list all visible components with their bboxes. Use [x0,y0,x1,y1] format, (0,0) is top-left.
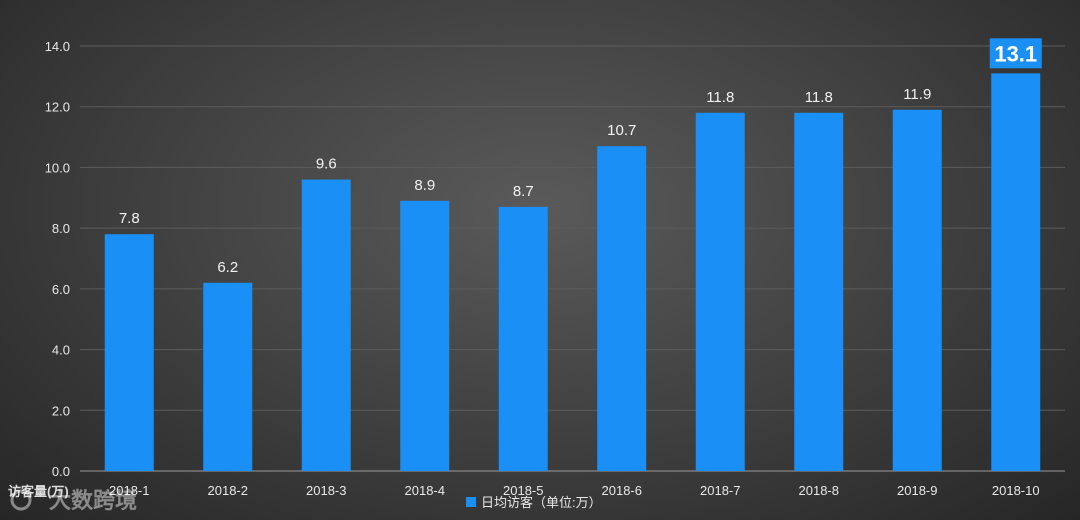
x-tick-label: 2018-5 [503,483,543,498]
highlight-label-box [989,38,1042,69]
x-tick-label: 2018-9 [897,483,937,498]
data-label: 8.7 [513,183,534,200]
y-tick-label: 4.0 [52,343,70,358]
data-label: 7.8 [119,210,140,227]
bar [991,73,1041,472]
x-tick-label: 2018-10 [992,483,1040,498]
data-label: 6.2 [217,259,238,276]
x-tick-label: 2018-8 [799,483,839,498]
y-tick-label: 12.0 [45,100,70,115]
logo-icon [10,489,32,511]
bar [203,282,253,471]
data-label: 11.9 [903,86,931,103]
bar [301,179,351,472]
y-tick-label: 2.0 [52,403,70,418]
watermark-text: 大数跨境 [49,488,137,513]
y-axis-title: 访客量(万) [8,484,69,499]
data-label: 11.8 [805,89,833,106]
legend-swatch [466,497,476,507]
x-tick-label: 2018-4 [405,483,445,498]
bar [695,112,745,472]
legend-label: 日均访客（单位:万） [481,495,602,510]
bar [794,112,844,472]
y-tick-label: 14.0 [45,39,70,54]
bar [400,200,450,472]
x-tick-label: 2018-3 [306,483,346,498]
bar [892,109,942,471]
data-label: 11.8 [706,89,734,106]
bar [498,206,548,471]
bar [104,234,154,471]
data-label: 9.6 [316,156,337,173]
data-label: 10.7 [607,122,636,139]
y-tick-label: 0.0 [52,464,70,479]
x-tick-label: 2018-2 [208,483,248,498]
x-tick-label: 2018-7 [700,483,740,498]
data-label: 13.1 [994,41,1037,66]
x-tick-label: 2018-6 [602,483,642,498]
bar [597,146,647,471]
y-tick-label: 10.0 [45,160,70,175]
y-tick-label: 8.0 [52,221,70,236]
x-tick-label: 2018-1 [109,483,149,498]
data-label: 8.9 [414,177,435,194]
y-tick-label: 6.0 [52,282,70,297]
